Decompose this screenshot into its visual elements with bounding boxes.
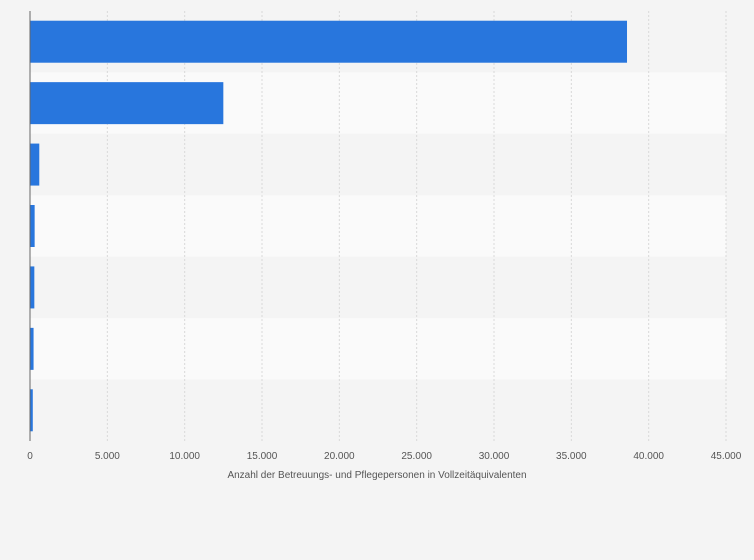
bar[interactable]	[30, 82, 224, 125]
bars	[30, 20, 628, 432]
bar[interactable]	[30, 205, 35, 247]
x-tick-label: 30.000	[479, 451, 510, 462]
bar[interactable]	[30, 327, 34, 370]
row-band	[30, 195, 726, 257]
row-band	[30, 256, 726, 319]
x-tick-label: 5.000	[95, 451, 120, 462]
row-bands	[30, 11, 726, 441]
x-tick-label: 35.000	[556, 451, 587, 462]
row-band	[30, 318, 726, 380]
bar[interactable]	[30, 143, 40, 186]
bar[interactable]	[30, 389, 33, 432]
bar[interactable]	[30, 20, 628, 63]
x-tick-labels: 0 5.000 10.000 15.000 20.000 25.000 30.000 35.0…	[27, 451, 742, 462]
x-axis-title: Anzahl der Betreuungs- und Pflegepersone…	[227, 470, 526, 481]
x-tick-label: 25.000	[401, 451, 432, 462]
row-band	[30, 379, 726, 441]
x-tick-label: 15.000	[247, 451, 278, 462]
x-tick-label: 10.000	[169, 451, 200, 462]
x-tick-label: 45.000	[711, 451, 742, 462]
x-tick-label: 40.000	[633, 451, 664, 462]
bar[interactable]	[30, 266, 35, 309]
x-tick-label: 0	[27, 451, 33, 462]
row-band	[30, 133, 726, 196]
x-tick-label: 20.000	[324, 451, 355, 462]
